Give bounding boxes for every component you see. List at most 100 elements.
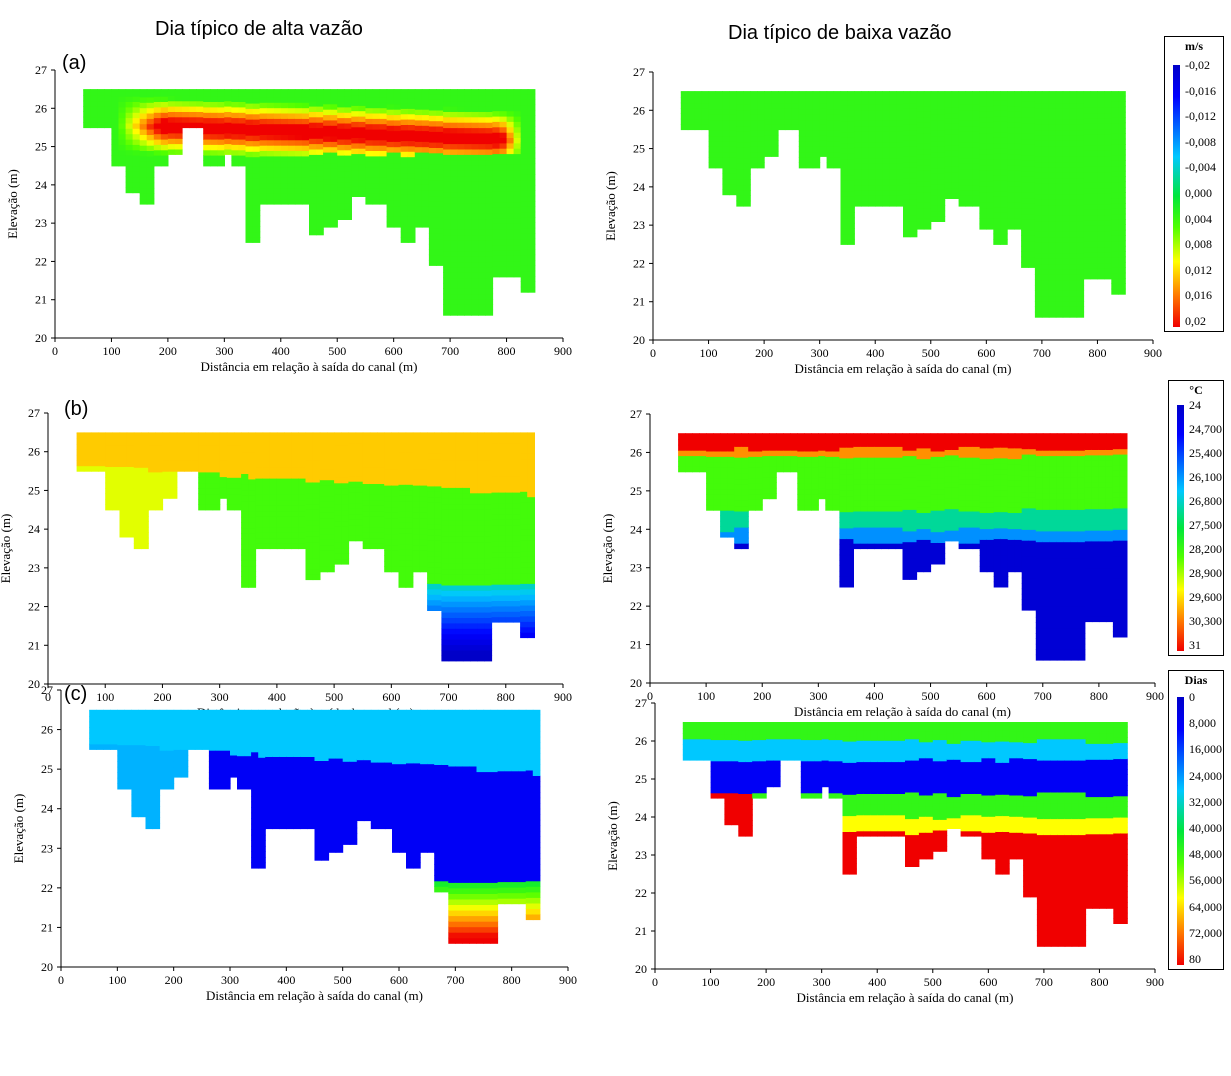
heatmap-cell	[462, 519, 471, 526]
heatmap-cell	[1028, 127, 1036, 134]
heatmap-cell	[1104, 246, 1112, 253]
heatmap-cell	[798, 103, 807, 110]
heatmap-cell	[441, 595, 450, 602]
heatmap-cell	[527, 437, 535, 443]
heatmap-cell	[729, 130, 737, 137]
heatmap-cell	[1090, 117, 1098, 124]
x-tick-label: 400	[272, 344, 290, 358]
heatmap-cell	[1034, 236, 1043, 243]
heatmap-cell	[327, 432, 335, 437]
heatmap-cell	[369, 494, 378, 501]
heatmap-cell	[112, 461, 121, 467]
heatmap-cell	[217, 106, 225, 113]
heatmap-cell	[462, 465, 471, 472]
heatmap-cell	[492, 174, 501, 181]
heatmap-cell	[287, 177, 296, 184]
heatmap-cell	[436, 109, 444, 116]
heatmap-cell	[252, 151, 261, 158]
heatmap-cell	[316, 202, 324, 209]
heatmap-cell	[248, 560, 257, 567]
heatmap-cell	[680, 91, 689, 98]
heatmap-cell	[400, 129, 409, 136]
heatmap-cell	[259, 96, 268, 103]
heatmap-cell	[146, 166, 155, 173]
heatmap-cell	[464, 154, 472, 161]
heatmap-cell	[372, 182, 381, 189]
heatmap-cell	[238, 128, 247, 135]
heatmap-cell	[527, 556, 535, 563]
heatmap-cell	[323, 210, 331, 217]
heatmap-cell	[436, 200, 444, 207]
heatmap-cell	[327, 495, 335, 502]
heatmap-cell	[1104, 214, 1112, 221]
heatmap-cell	[309, 148, 317, 155]
heatmap-cell	[1069, 172, 1078, 179]
heatmap-cell	[722, 162, 730, 169]
y-axis-label: Elevação (m)	[0, 514, 13, 584]
heatmap-cell	[369, 432, 378, 436]
heatmap-cell	[861, 179, 869, 186]
heatmap-cell	[1041, 209, 1050, 216]
heatmap-cell	[365, 193, 374, 200]
heatmap-cell	[840, 174, 848, 181]
heatmap-cell	[1062, 150, 1071, 157]
heatmap-cell	[182, 100, 190, 107]
heatmap-cell	[217, 155, 225, 161]
heatmap-cell	[1021, 170, 1029, 177]
heatmap-cell	[443, 89, 451, 96]
heatmap-cell	[1000, 163, 1008, 170]
heatmap-cell	[909, 91, 918, 93]
heatmap-cell	[369, 532, 378, 539]
heatmap-cell	[896, 125, 904, 132]
heatmap-cell	[505, 562, 514, 569]
heatmap-cell	[784, 91, 793, 93]
heatmap-cell	[393, 89, 402, 94]
heatmap-cell	[512, 443, 521, 450]
heatmap-cell	[441, 460, 450, 467]
heatmap-cell	[706, 493, 714, 500]
heatmap-cell	[384, 555, 392, 562]
heatmap-cell	[1097, 171, 1105, 178]
heatmap-cell	[889, 163, 897, 170]
heatmap-cell	[499, 94, 508, 101]
heatmap-cell	[861, 104, 869, 111]
heatmap-cell	[448, 454, 457, 461]
heatmap-cell	[255, 510, 264, 517]
heatmap-cell	[379, 112, 388, 119]
heatmap-cell	[405, 489, 414, 496]
heatmap-cell	[384, 566, 392, 573]
heatmap-cell	[203, 133, 211, 140]
heatmap-cell	[783, 450, 791, 457]
heatmap-cell	[701, 124, 710, 131]
heatmap-cell	[248, 446, 257, 453]
heatmap-cell	[153, 112, 162, 119]
heatmap-cell	[1048, 161, 1057, 168]
heatmap-cell	[715, 135, 723, 142]
heatmap-cell	[750, 119, 758, 126]
heatmap-cell	[450, 234, 458, 241]
heatmap-cell	[405, 478, 414, 485]
heatmap-cell	[527, 605, 535, 611]
heatmap-cell	[386, 114, 395, 121]
heatmap-cell	[119, 482, 128, 489]
heatmap-cell	[903, 172, 911, 179]
heatmap-cell	[90, 432, 99, 434]
heatmap-cell	[478, 261, 486, 268]
heatmap-cell	[1111, 208, 1119, 215]
heatmap-cell	[245, 156, 254, 163]
heatmap-cell	[405, 533, 414, 539]
heatmap-cell	[701, 97, 710, 104]
heatmap-cell	[826, 162, 835, 169]
heatmap-cell	[804, 493, 812, 500]
heatmap-cell	[812, 108, 821, 115]
heatmap-cell	[520, 200, 529, 207]
heatmap-cell	[443, 272, 451, 279]
heatmap-cell	[791, 97, 800, 104]
heatmap-cell	[348, 535, 357, 542]
heatmap-cell	[443, 304, 451, 311]
heatmap-cell	[83, 122, 91, 129]
heatmap-cell	[153, 89, 162, 92]
heatmap-cell	[993, 190, 1001, 197]
heatmap-cell	[341, 493, 350, 500]
heatmap-cell	[470, 449, 478, 456]
